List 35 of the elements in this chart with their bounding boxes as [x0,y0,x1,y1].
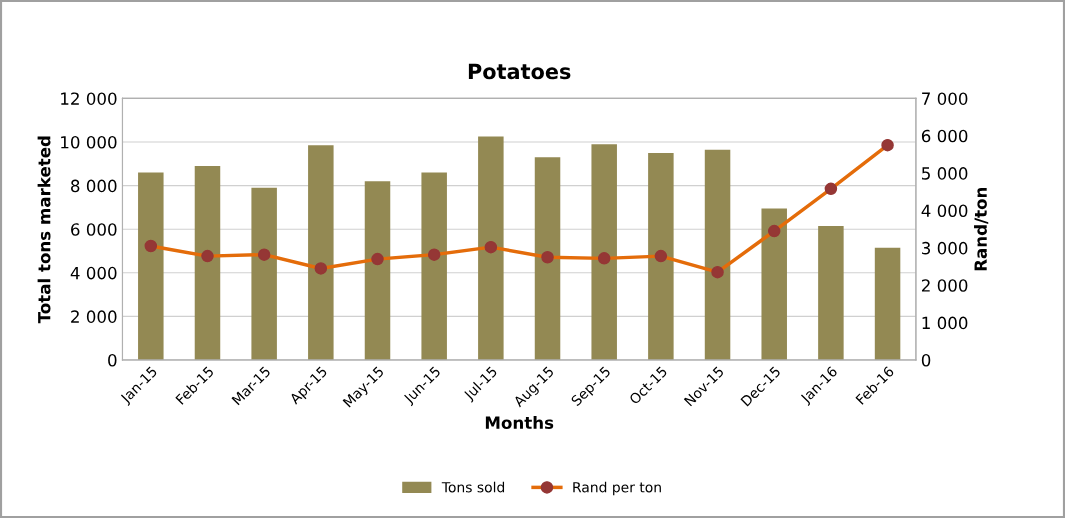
bar [761,208,787,361]
bar [194,166,221,361]
y2-tick-label: 3 000 [922,241,968,255]
y-tick-label: 8 000 [71,179,117,193]
y-tick-label: 2 000 [71,310,117,323]
bar [364,181,391,361]
y2-tick-label: 4 000 [921,204,968,218]
y-tick-label: 6 000 [71,223,117,236]
bar [704,149,731,361]
y-tick-label: 10 000 [61,135,117,149]
y2-tick-label: 7 000 [922,92,968,105]
bar [138,172,164,361]
y-tick-label: 12 000 [61,92,117,105]
bar [308,145,334,361]
bar [251,187,277,361]
legend-label: Rand per ton [573,481,661,496]
bar [874,247,901,361]
legend-label: Tons sold [441,481,505,493]
bar [478,136,504,361]
y2-tick-label: 5 000 [922,167,968,180]
y2-tick-label: 1 000 [922,316,968,330]
y-tick-label: 4 000 [70,266,117,280]
y-axis-title: Total tons marketed [37,136,51,324]
y2-tick-label: 2 000 [921,279,968,292]
bar [534,157,561,361]
bar [818,225,844,361]
y-tick-label: 0 [108,353,117,367]
bar [591,144,617,361]
y2-tick-label: 0 [921,353,931,367]
x-axis-title: Months [485,416,554,430]
bar [421,172,447,361]
chart-title: Potatoes [468,63,571,80]
y2-axis-title: Rand/ton [974,187,989,271]
y2-tick-label: 6 000 [921,129,968,143]
bar [648,152,674,361]
